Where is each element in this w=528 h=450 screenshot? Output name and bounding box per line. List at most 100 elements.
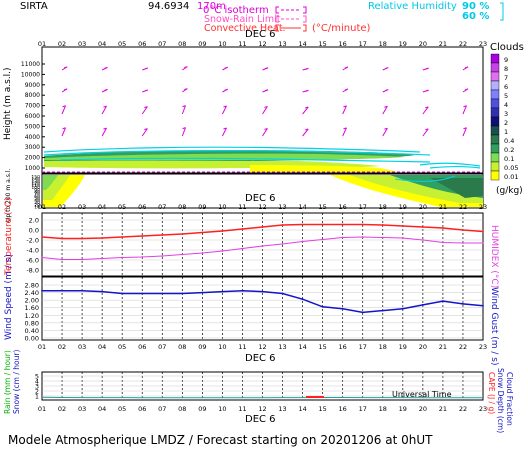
legend-rh-bracket [500, 2, 504, 21]
lower-height-tick-label: 40 [34, 198, 40, 204]
hour-tick-label: 23 [479, 203, 487, 211]
lower-height-tick-label: 130 [31, 179, 40, 185]
wind-barb-tip [425, 128, 429, 131]
temperature-point [281, 224, 284, 226]
y-tick-label: 0.0 [29, 227, 39, 235]
hour-tick-label: 02 [58, 343, 66, 351]
height-tick-label: 10000 [21, 71, 40, 78]
wind-point [361, 311, 364, 314]
hour-tick-label: 14 [298, 203, 306, 211]
temperature-point [421, 226, 424, 228]
wind-point [61, 289, 63, 292]
wind-point [221, 290, 224, 293]
wind-barb [221, 127, 227, 137]
wind-barb-tip [223, 105, 227, 108]
wind-barb-tip [103, 127, 107, 130]
colorbar-tick-label: 0.05 [504, 164, 518, 172]
hour-tick-label: 08 [178, 343, 186, 351]
wind-barb-tip [223, 127, 227, 130]
y-tick-label: 1 [35, 393, 39, 401]
hour-tick-label: 16 [339, 343, 347, 351]
humidex-point [201, 252, 204, 254]
wind-barb [181, 127, 187, 137]
wind-point [181, 292, 184, 295]
hour-tick-label: 05 [118, 405, 126, 413]
humidex-point [442, 241, 444, 244]
wind-point [101, 290, 104, 293]
wind-ticks: 2.802.402.001.601.200.800.400.00 [25, 282, 483, 343]
height-tick-label: 11000 [21, 61, 40, 68]
legend-brackets [275, 6, 307, 32]
temperature-point [61, 237, 63, 240]
colorbar-swatch [490, 125, 500, 136]
wind-barb [422, 106, 429, 115]
hour-tick-label: 19 [399, 40, 407, 48]
humidex-point [141, 256, 144, 258]
temperature-point [41, 236, 43, 238]
wind-barb-tip [224, 88, 228, 91]
hour-tick-label: 04 [98, 40, 106, 48]
legend-relative-humidity: Relative Humidity [368, 1, 457, 12]
hour-tick-label: 23 [479, 40, 487, 48]
wind-point [41, 289, 43, 292]
hour-tick-label: 04 [98, 343, 106, 351]
height-tick-label: 4000 [25, 134, 40, 141]
wind-hour-axis: 01 02 03 04 05 06 07 08 09 10 11 12 13 14 15 16 17 18 19 20… [38, 343, 487, 351]
colorbar-swatch [490, 71, 500, 82]
hour-tick-label: 01 [38, 203, 46, 211]
wind-barb [141, 106, 148, 115]
temperature-point [321, 223, 324, 226]
station-name: SIRTA [20, 1, 48, 12]
wind-point [401, 307, 404, 310]
y-tick-label: 2.00 [25, 297, 39, 305]
wind-point [141, 292, 144, 295]
colorbar-swatch [490, 143, 500, 154]
colorbar-swatch [490, 62, 500, 73]
hour-tick-label: 09 [198, 203, 206, 211]
hour-tick-label: 02 [58, 405, 66, 413]
lower-height-tick-label: 10 [34, 205, 40, 211]
height-tick-label: 1000 [25, 165, 40, 172]
legend-rh-90: 90 % [462, 1, 489, 12]
hour-tick-label: 05 [118, 343, 126, 351]
wind-barb [61, 105, 67, 115]
wind-point [201, 291, 204, 294]
humidex-point [161, 255, 164, 257]
hour-tick-label: 23 [479, 343, 487, 351]
hour-tick-label: 23 [479, 405, 487, 413]
hour-tick-label: 16 [339, 405, 347, 413]
wind-barb-tip [62, 127, 66, 130]
temp-y-label: Temperature (°C) [4, 197, 14, 276]
hour-tick-label: 04 [98, 405, 106, 413]
clouds-date-label: DEC 6 [245, 29, 276, 40]
temperature-point [401, 225, 404, 227]
snowdepth-y-label: Snow Depth (cm) [496, 368, 505, 433]
cloud-fraction-line [41, 396, 483, 399]
y-tick-label: 4 [35, 378, 39, 386]
wind-point [81, 289, 83, 292]
y-tick-label: 5 [35, 373, 39, 381]
wind-barb-tip [104, 88, 108, 91]
wind-barb-tip [425, 89, 429, 92]
cloud-height-ticks: 11000 10000 9000 8000 7000 6000 5000 4000 3000 20… [21, 61, 45, 172]
wind-barb-tip [264, 89, 269, 92]
humidex-point [361, 236, 364, 238]
wind-barb [462, 105, 467, 115]
colorbar-tick-label: 0.2 [504, 146, 514, 154]
colorbar-swatch [490, 89, 500, 100]
hour-tick-label: 01 [38, 343, 46, 351]
hour-tick-label: 18 [379, 343, 387, 351]
colorbar-swatch [490, 98, 500, 109]
humidex-point [301, 240, 304, 243]
y-tick-label: 2 [35, 388, 39, 396]
hour-tick-label: 19 [399, 203, 407, 211]
hour-tick-label: 11 [238, 405, 246, 413]
temperature-point [361, 223, 364, 226]
lower-height-tick-label: 70 [34, 192, 40, 198]
hour-tick-label: 17 [359, 40, 367, 48]
hour-tick-label: 11 [238, 343, 246, 351]
colorbar-swatch [490, 107, 500, 118]
lower-height-tick-label: 120 [31, 181, 40, 187]
wind-barb-tip [464, 88, 469, 91]
height-tick-label: 8000 [25, 92, 40, 99]
